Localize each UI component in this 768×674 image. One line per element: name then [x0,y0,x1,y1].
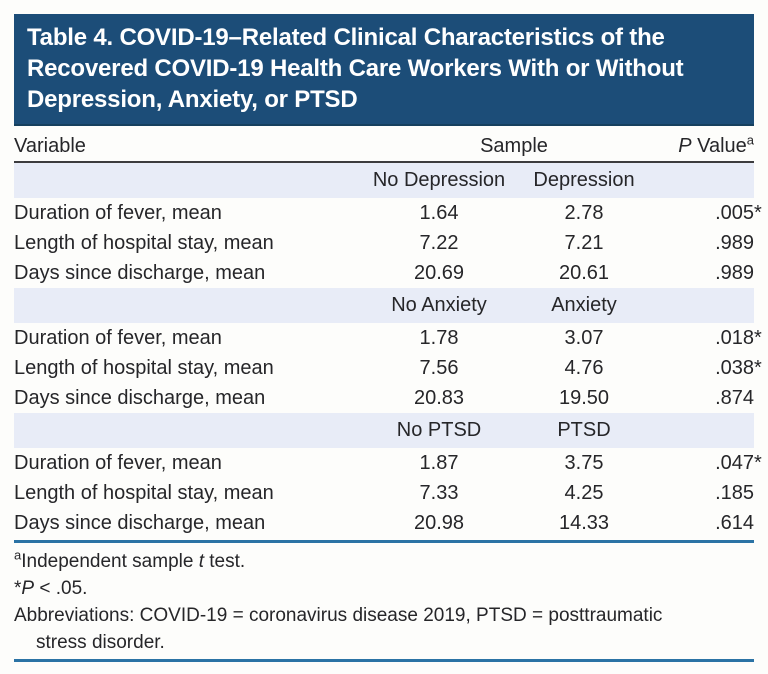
cell-no-group: 1.64 [419,202,459,224]
group-ptsd-label: PTSD [557,419,611,441]
table-row: Length of hospital stay, mean 7.33 4.25 … [14,478,754,508]
row-label: Days since discharge, mean [14,387,266,409]
col-header-pvalue: P Valuea [659,132,754,158]
row-label: Duration of fever, mean [14,202,222,224]
cell-no-group: 1.78 [419,327,459,349]
group-no-ptsd-label: No PTSD [396,419,482,441]
cell-no-group: 1.87 [419,452,459,474]
table-row: Days since discharge, mean 20.98 14.33 .… [14,508,754,538]
pvalue-p-italic: P [678,135,692,157]
cell-pvalue: .614 [715,512,754,534]
clinical-characteristics-table: Variable Sample P Valuea No Depression D… [14,126,762,543]
cell-no-group: 20.83 [413,387,465,409]
group-no-anxiety-label: No Anxiety [391,294,487,316]
cell-pvalue: .047* [715,452,762,474]
table-row: Length of hospital stay, mean 7.22 7.21 … [14,228,754,258]
cell-yes-group: 2.78 [564,202,604,224]
cell-pvalue: .018* [715,327,762,349]
table-header-row: Variable Sample P Valuea [14,126,754,163]
table-row: Days since discharge, mean 20.69 20.61 .… [14,258,754,288]
footnotes: aIndependent sample t test. *P < .05. Ab… [14,543,754,656]
group-header-depression: No Depression Depression [14,163,754,198]
cell-yes-group: 4.76 [564,357,604,379]
footnote-significance: *P < .05. [14,578,88,599]
cell-pvalue: .874 [715,387,754,409]
group-depression-label: Depression [533,169,635,191]
table-title: Table 4. COVID-19–Related Clinical Chara… [14,14,754,126]
row-label: Days since discharge, mean [14,512,266,534]
cell-no-group: 20.98 [413,512,465,534]
table-row: Duration of fever, mean 1.87 3.75 .047* [14,448,762,478]
cell-no-group: 20.69 [413,262,465,284]
cell-yes-group: 14.33 [558,512,610,534]
row-label: Length of hospital stay, mean [14,482,274,504]
cell-yes-group: 3.07 [564,327,604,349]
table-row: Duration of fever, mean 1.64 2.78 .005* [14,198,762,228]
row-label: Length of hospital stay, mean [14,232,274,254]
group-no-depression-label: No Depression [372,169,506,191]
page-end-rule [14,659,754,662]
row-label: Duration of fever, mean [14,452,222,474]
group-header-ptsd: No PTSD PTSD [14,413,754,448]
table-row: Length of hospital stay, mean 7.56 4.76 … [14,353,762,383]
cell-pvalue: .989 [715,232,754,254]
group-header-anxiety: No Anxiety Anxiety [14,288,754,323]
table-bottom-rule [14,540,754,543]
cell-pvalue: .038* [715,357,762,379]
cell-no-group: 7.22 [419,232,459,254]
cell-pvalue: .989 [715,262,754,284]
cell-yes-group: 7.21 [564,232,604,254]
cell-pvalue: .185 [715,482,754,504]
cell-no-group: 7.56 [419,357,459,379]
cell-yes-group: 3.75 [564,452,604,474]
row-label: Length of hospital stay, mean [14,357,274,379]
group-anxiety-label: Anxiety [551,294,617,316]
footnote-abbreviations-line2: stress disorder. [36,632,165,653]
col-header-variable: Variable [14,135,86,157]
row-label: Days since discharge, mean [14,262,266,284]
pvalue-rest: Value [691,135,747,157]
footnote-independent-t-test: aIndependent sample t test. [14,547,246,572]
pvalue-footnote-marker: a [746,132,754,148]
cell-yes-group: 19.50 [558,387,610,409]
cell-pvalue: .005* [715,202,762,224]
cell-yes-group: 20.61 [558,262,610,284]
col-header-sample: Sample [480,135,548,157]
cell-yes-group: 4.25 [564,482,604,504]
footnote-abbreviations-line1: Abbreviations: COVID-19 = coronavirus di… [14,605,663,626]
cell-no-group: 7.33 [419,482,459,504]
row-label: Duration of fever, mean [14,327,222,349]
table-row: Duration of fever, mean 1.78 3.07 .018* [14,323,762,353]
table-row: Days since discharge, mean 20.83 19.50 .… [14,383,754,413]
